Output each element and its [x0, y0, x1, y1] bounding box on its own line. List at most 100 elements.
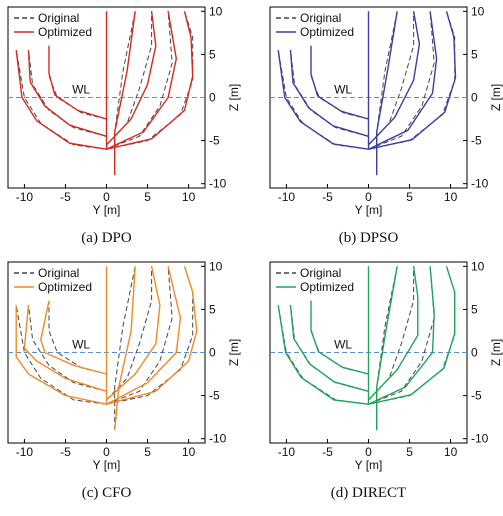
x-tick-label: -5 [322, 190, 333, 204]
x-tick-label: -5 [322, 445, 333, 459]
x-tick-label: 5 [144, 445, 151, 459]
x-axis-label: Y [m] [355, 458, 383, 472]
y-tick-label: 0 [209, 346, 216, 360]
hull-section [376, 266, 398, 431]
hull-section [23, 305, 107, 392]
y-tick-label: 0 [209, 91, 216, 105]
x-tick-label: 0 [103, 445, 110, 459]
hull-section [368, 11, 415, 146]
y-tick-label: 5 [209, 302, 216, 316]
hull-section [289, 50, 369, 137]
hull-section [106, 266, 161, 401]
y-tick-label: 10 [471, 4, 485, 18]
y-tick-label: -10 [471, 432, 489, 446]
hull-section [106, 11, 194, 150]
x-tick-label: 5 [406, 445, 413, 459]
x-axis-label: Y [m] [355, 203, 383, 217]
waterline-label: WL [72, 338, 90, 352]
hull-section [40, 300, 107, 375]
hull-section [106, 266, 173, 405]
x-tick-label: 5 [406, 190, 413, 204]
legend-label: Original [300, 11, 341, 25]
hull-section [28, 50, 107, 137]
y-tick-label: -10 [471, 177, 489, 191]
hull-section [106, 266, 194, 405]
x-tick-label: 10 [444, 190, 458, 204]
caption: (c) CFO [82, 485, 132, 501]
hull-section [114, 266, 136, 431]
hull-section [106, 266, 182, 405]
hull-section [310, 45, 369, 120]
x-tick-label: -5 [60, 190, 71, 204]
hull-section [367, 266, 419, 401]
hull-section [114, 266, 136, 431]
hull-section [106, 11, 173, 150]
hull-section [106, 11, 153, 146]
waterline-label: WL [334, 338, 352, 352]
hull-section [368, 266, 415, 401]
hull-section [15, 305, 107, 405]
panel: -10 -5 0 5 10 10 5 0 -5 -10 Y [m] Z [m] (b) DPSO WL Or… [269, 4, 503, 246]
x-tick-label: 10 [182, 445, 196, 459]
y-tick-label: 5 [209, 47, 216, 61]
y-tick-label: 10 [209, 259, 223, 273]
hull-section [277, 50, 369, 150]
y-tick-label: 10 [209, 4, 223, 18]
waterline-label: WL [334, 83, 352, 97]
y-axis-label: Z [m] [227, 339, 241, 366]
legend-label: Optimized [300, 25, 354, 39]
x-tick-label: -5 [60, 445, 71, 459]
legend-label: Original [38, 266, 79, 280]
y-tick-label: -5 [471, 134, 482, 148]
y-axis-label: Z [m] [489, 339, 503, 366]
hull-section [277, 304, 369, 405]
x-tick-label: -10 [16, 445, 34, 459]
hull-section [310, 300, 369, 375]
y-tick-label: -5 [471, 389, 482, 403]
caption: (b) DPSO [339, 230, 399, 246]
x-tick-label: -10 [278, 190, 296, 204]
hull-section [114, 11, 136, 176]
hull-section [114, 11, 136, 176]
hull-section [368, 266, 456, 405]
caption: (a) DPO [81, 230, 132, 246]
hull-section [15, 305, 107, 405]
hull-section [368, 11, 456, 150]
y-tick-label: -5 [209, 134, 220, 148]
hull-section [368, 266, 435, 405]
hull-section [106, 11, 178, 150]
y-axis-label: Z [m] [489, 84, 503, 111]
x-tick-label: 0 [365, 445, 372, 459]
x-tick-label: 0 [365, 190, 372, 204]
y-tick-label: -5 [209, 389, 220, 403]
hull-section [376, 11, 398, 176]
caption: (d) DIRECT [331, 485, 406, 501]
hull-section [48, 45, 107, 120]
x-tick-label: 5 [144, 190, 151, 204]
panel: -10 -5 0 5 10 10 5 0 -5 -10 Y [m] Z [m] (c) CFO WL Ori… [7, 259, 241, 501]
hull-section [368, 266, 456, 405]
hull-section [367, 11, 421, 146]
hull-section [105, 11, 157, 146]
hull-section [28, 305, 107, 392]
y-tick-label: -10 [209, 432, 227, 446]
y-tick-label: 5 [471, 47, 478, 61]
legend-label: Optimized [38, 25, 92, 39]
x-axis-label: Y [m] [93, 458, 121, 472]
hull-section [27, 50, 107, 137]
hull-section [368, 11, 438, 150]
hull-section [106, 266, 198, 405]
hull-section [106, 266, 153, 401]
panel: -10 -5 0 5 10 10 5 0 -5 -10 Y [m] Z [m] (a) DPO WL Ori… [7, 4, 241, 246]
hull-section [106, 11, 194, 150]
y-tick-label: 0 [471, 91, 478, 105]
y-tick-label: -10 [209, 177, 227, 191]
waterline-label: WL [72, 83, 90, 97]
hull-section [376, 266, 398, 431]
x-tick-label: 0 [103, 190, 110, 204]
hull-section [376, 11, 398, 176]
hull-section [48, 45, 107, 120]
hull-section [289, 305, 369, 392]
x-tick-label: 10 [444, 445, 458, 459]
